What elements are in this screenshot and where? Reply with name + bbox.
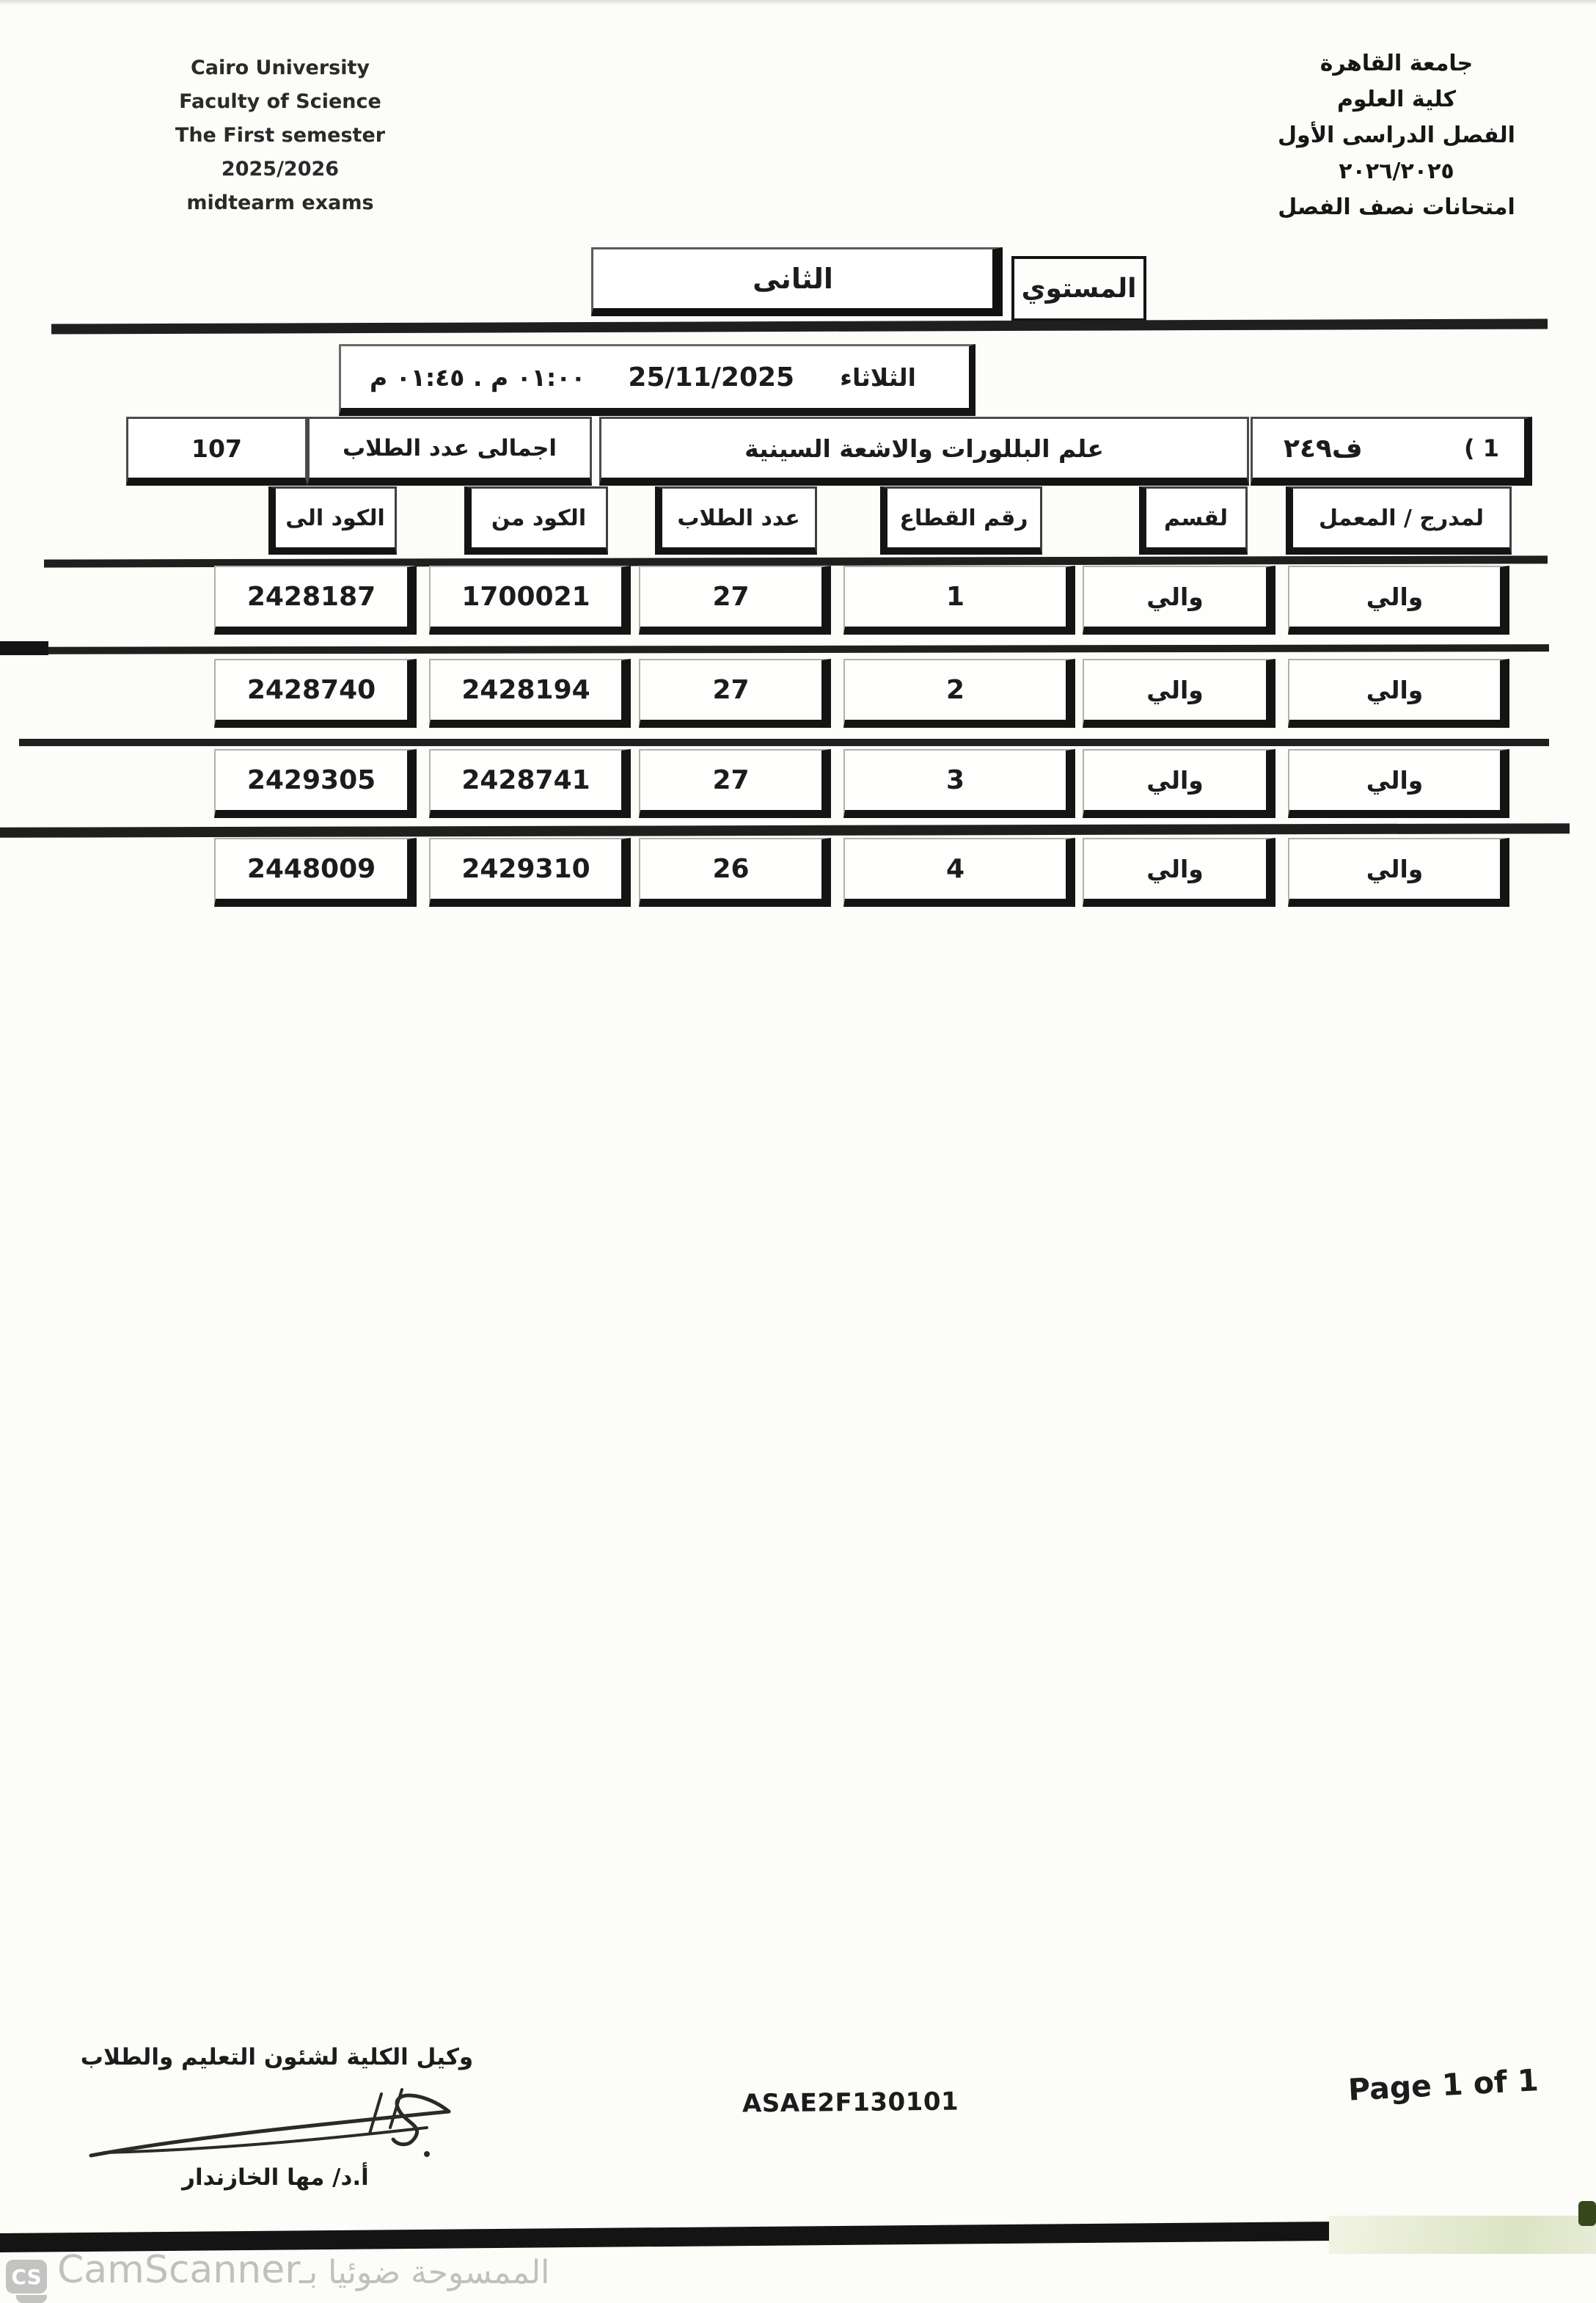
faculty-name-ar: كلية العلوم [1336,87,1457,112]
table-row: 2448009 2429310 26 4 والي والي [0,838,1596,907]
university-name-ar: جامعة القاهرة [1319,51,1474,76]
cell-code-from: 2428741 [429,749,631,818]
table-row: 2428187 1700021 27 1 والي والي [0,566,1596,635]
total-students-label: اجمالى عدد الطلاب [307,417,592,486]
semester-ar: الفصل الدراسى الأول [1278,123,1515,148]
cell-student-count: 27 [639,749,831,818]
university-name-en: Cairo University [190,56,370,79]
cell-hall: والي [1288,659,1509,728]
cell-department: والي [1083,838,1275,907]
cell-department: والي [1083,659,1275,728]
table-row: 2428740 2428194 27 2 والي والي [0,659,1596,728]
academic-year-en: 2025/2026 [221,158,340,180]
cell-code-from: 2429310 [429,838,631,907]
cell-student-count: 26 [639,838,831,907]
approver-title: وكيل الكلية لشئون التعليم والطلاب [80,2044,474,2070]
session-day: الثلاثاء [840,362,916,392]
course-index: ( 1 [1463,434,1499,462]
course-title: علم البللورات والاشعة السينية [599,417,1249,486]
faculty-name-en: Faculty of Science [179,90,381,113]
cell-sector-number: 3 [843,749,1075,818]
cell-sector-number: 2 [843,659,1075,728]
cell-hall: والي [1288,838,1509,907]
column-header-code-from: الكود من [464,486,608,555]
session-time-range: ٠١:٠٠ م . ٠١:٤٥ م [370,362,586,392]
scan-edge-green-blob [1578,2201,1596,2226]
scan-top-edge [0,0,1596,5]
session-date: 25/11/2025 [628,362,795,393]
level-value-box: الثانى [591,247,1003,316]
camscanner-brand-text: CamScanner [57,2248,301,2292]
cell-student-count: 27 [639,566,831,635]
horizontal-rule-row2 [19,739,1549,746]
document-code: ASAE2F130101 [742,2087,959,2119]
cell-sector-number: 1 [843,566,1075,635]
table-row: 2429305 2428741 27 3 والي والي [0,749,1596,818]
cell-code-to: 2429305 [214,749,417,818]
scan-ink-blob [0,641,48,655]
cell-hall: والي [1288,749,1509,818]
exam-type-ar: امتحانات نصف الفصل [1278,194,1515,220]
cell-code-to: 2448009 [214,838,417,907]
column-header-hall: لمدرج / المعمل [1286,486,1512,555]
session-box: الثلاثاء 25/11/2025 ٠١:٠٠ م . ٠١:٤٥ م [339,344,975,416]
course-code-box: ف٢٤٩ ( 1 [1251,417,1532,486]
semester-en: The First semester [175,124,386,147]
university-header-english: Cairo University Faculty of Science The … [155,51,405,220]
scan-edge-green-band [1329,2216,1596,2254]
academic-year-ar: ٢٠٢٦/٢٠٢٥ [1339,158,1454,184]
cell-code-from: 2428194 [429,659,631,728]
total-students-value: 107 [126,417,307,486]
cell-code-to: 2428187 [214,566,417,635]
level-label-box: المستوي [1011,256,1146,321]
cell-department: والي [1083,566,1275,635]
cell-code-to: 2428740 [214,659,417,728]
column-header-student-count: عدد الطلاب [655,486,817,555]
page-number: Page 1 of 1 [1347,2062,1540,2108]
cell-department: والي [1083,749,1275,818]
column-header-department: لقسم [1139,486,1248,555]
university-header-arabic: جامعة القاهرة كلية العلوم الفصل الدراسى … [1260,45,1533,225]
column-header-code-to: الكود الى [268,486,397,555]
camscanner-icon-tab [16,2295,47,2303]
signature-scribble [89,2088,451,2158]
cell-sector-number: 4 [843,838,1075,907]
approver-name: أ.د/ مها الخازندار [182,2164,369,2191]
horizontal-rule-row1 [0,644,1550,654]
cell-code-from: 1700021 [429,566,631,635]
camscanner-scan-note: الممسوحة ضوئيا بـ [299,2254,550,2291]
column-header-sector-number: رقم القطاع [880,486,1042,555]
exam-type-en: midtearm exams [186,191,374,214]
cell-student-count: 27 [639,659,831,728]
horizontal-rule-row3 [0,823,1570,838]
horizontal-rule-top [51,318,1548,335]
camscanner-icon: CS [6,2260,47,2293]
course-code: ف٢٤٩ [1284,433,1363,464]
cell-hall: والي [1288,566,1509,635]
